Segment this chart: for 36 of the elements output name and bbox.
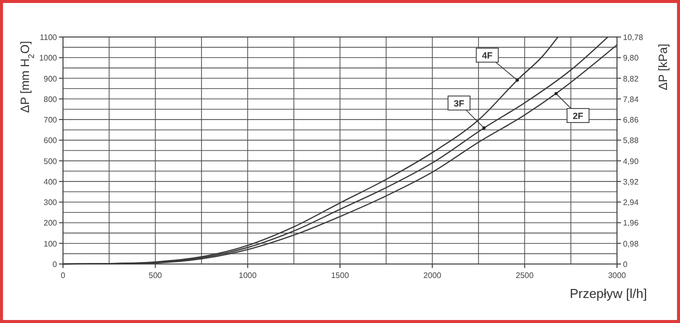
text: 3F [454, 98, 465, 109]
text: 4F [482, 50, 494, 61]
x-tick-label: 3000 [608, 271, 626, 280]
x-tick-label: 2500 [516, 271, 534, 280]
y2-tick-label: 3,92 [623, 177, 640, 186]
y-tick-label: 300 [44, 198, 58, 208]
y-tick-label: 900 [44, 74, 58, 84]
y-tick-label: 200 [44, 218, 58, 228]
y2-tick-label: 10,78 [623, 33, 644, 42]
y2-tick-label: 1,96 [623, 218, 640, 228]
y2-tick-label: 0 [623, 260, 628, 269]
y-tick-label: 1000 [39, 54, 58, 63]
y2-tick-label: 4,90 [623, 156, 640, 166]
x-tick-label: 2000 [423, 271, 442, 280]
text: 2F [572, 111, 584, 122]
y2-tick-label: 9,80 [623, 54, 640, 63]
y-tick-label: 400 [44, 177, 58, 186]
y-tick-label: 800 [44, 94, 58, 104]
y-tick-label: 0 [52, 260, 58, 269]
x-tick-label: 1000 [238, 271, 258, 280]
y2-tick-label: 0,98 [623, 239, 640, 248]
x-tick-label: 0 [60, 271, 66, 280]
x-tick-label: 1500 [331, 271, 350, 280]
y-tick-label: 100 [44, 239, 58, 248]
y-tick-label: 700 [44, 116, 58, 125]
y-tick-label: 500 [44, 156, 58, 166]
y-tick-label: 600 [44, 136, 58, 146]
y2-tick-label: 2,94 [623, 198, 640, 208]
y2-tick-label: 7,84 [623, 94, 640, 104]
y2-tick-label: 5,88 [623, 136, 640, 146]
y2-tick-label: 8,82 [623, 74, 640, 84]
x-axis-title: Przepływ [l/h] [570, 286, 647, 301]
y2-axis-title: ΔP [kPa] [656, 44, 670, 90]
y-tick-label: 1100 [40, 33, 58, 42]
x-tick-label: 500 [148, 271, 163, 280]
y2-tick-label: 6,86 [623, 116, 640, 125]
